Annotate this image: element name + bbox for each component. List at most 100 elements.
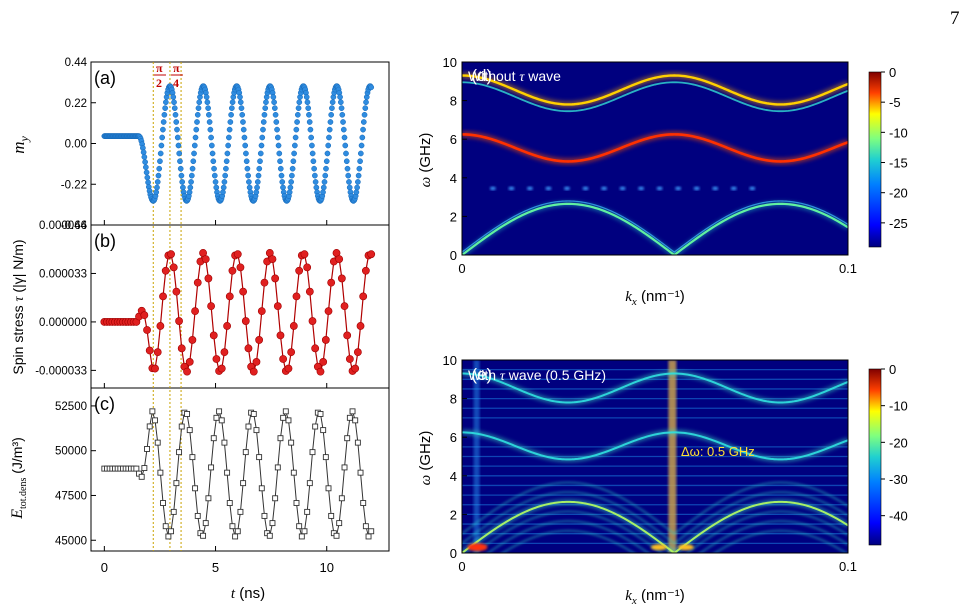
panel-c-point: [293, 500, 300, 506]
panel-a-point: [363, 99, 369, 106]
panel-e-hotspot: [467, 543, 488, 552]
panel-d-flat-dot: [508, 186, 515, 191]
panel-a-point: [320, 184, 327, 191]
panel-d-heatmap: [462, 72, 848, 255]
panel-a-point: [210, 158, 217, 165]
panel-c-point: [285, 417, 292, 424]
panel-d-flat-dot: [563, 186, 570, 191]
panel-d-flat-dot: [489, 186, 496, 191]
panel-b-ytick-label: -0.000033: [35, 365, 87, 377]
panel-a-point: [211, 172, 218, 179]
panel-b-point: [249, 367, 258, 376]
panel-a-point: [274, 126, 280, 133]
panel-e-hotspot: [677, 544, 694, 551]
panel-b-point: [183, 367, 191, 376]
panel-b-ytick-label: 0.000000: [39, 317, 87, 329]
panel-c-point: [221, 439, 228, 446]
panel-c-point: [186, 427, 193, 434]
phase-label-pi-2-num: π: [156, 61, 163, 75]
panel-b-point: [308, 317, 317, 325]
panel-d-band-acoustic: [462, 202, 848, 255]
panel-a-point: [174, 126, 180, 133]
panel-d-ytick-label: 6: [450, 132, 457, 147]
panel-b-point: [271, 274, 280, 283]
panel-c-point: [162, 523, 169, 530]
panel-a-point: [323, 165, 329, 172]
panel-a-point: [353, 189, 360, 196]
panel-a-point: [291, 150, 297, 157]
panel-b-point: [276, 331, 285, 340]
panel-a-point: [161, 111, 168, 118]
panel-a-point: [307, 126, 314, 133]
panel-a-point: [208, 134, 214, 141]
panel-e-ticks: 0 2 4 6 8 10 0 0.1: [443, 353, 858, 574]
panel-a-point: [256, 165, 263, 172]
panel-b-point: [185, 358, 194, 366]
panel-c-ylabel: Etot.dens (J/m³): [9, 437, 29, 520]
panel-b-point: [233, 250, 242, 259]
panel-a-point: [340, 119, 346, 125]
panel-a-point: [172, 111, 179, 118]
panel-b-point: [204, 274, 213, 283]
panel-c-point: [237, 508, 244, 515]
shared-x-ticks: 0 5 10: [101, 560, 334, 575]
panel-a-point: [358, 142, 365, 149]
panel-b-point: [335, 255, 344, 263]
panel-b-point: [321, 336, 330, 344]
panel-a-point: [154, 184, 160, 191]
panel-a-point: [320, 189, 326, 196]
panel-a-point: [237, 94, 243, 100]
panel-d-ylabel-unit: (GHz): [417, 133, 434, 177]
panel-b-point: [177, 344, 186, 353]
panel-a-point: [203, 94, 210, 100]
panel-e-colorbar: [868, 368, 882, 546]
panel-c-point: [144, 446, 150, 452]
panel-e-colorbar-label: -20: [889, 435, 908, 450]
panel-a-point: [158, 142, 165, 149]
panel-a-point: [340, 126, 347, 133]
panel-e-replica-band: [462, 481, 848, 535]
panel-c-point: [189, 454, 196, 461]
panel-a-point: [309, 150, 316, 157]
phase-label-pi-4-num: π: [173, 61, 180, 75]
panel-e-ylabel-symbol: ω: [418, 475, 434, 486]
left-x-axis-symbol: t: [231, 586, 236, 602]
panel-b-point: [201, 255, 210, 263]
panel-a-point: [346, 179, 352, 185]
panel-a-point: [286, 189, 293, 196]
panel-d-title-symbol: τ: [519, 70, 525, 85]
panel-b-point: [273, 302, 282, 311]
phase-label-pi-4-den: 4: [173, 76, 179, 90]
panel-c-point: [349, 408, 356, 415]
panel-b-point: [236, 263, 245, 272]
panel-a-point: [220, 184, 227, 191]
panel-a-point: [312, 179, 319, 185]
panel-c-y-ticks: 52500 50000 47500 45000: [55, 401, 328, 551]
panel-a-point: [277, 158, 283, 165]
panel-c-point: [224, 469, 231, 476]
panel-a-point: [192, 134, 199, 141]
panel-c-point: [325, 485, 332, 492]
panel-a-point: [155, 172, 162, 179]
panel-b-point: [175, 317, 183, 325]
panel-d-colorbar-label: -20: [889, 186, 908, 201]
panel-c-point: [157, 469, 164, 476]
panel-c-point: [178, 423, 185, 430]
panel-c-point: [282, 408, 289, 415]
panel-d-flat-dot: [749, 186, 756, 191]
panel-a-point: [329, 105, 335, 112]
panel-a-point: [171, 105, 178, 112]
panel-a-point: [229, 99, 236, 106]
panel-d-frame: [461, 61, 849, 256]
panel-a-point: [345, 172, 352, 179]
panel-c-point: [170, 508, 177, 515]
panel-c-point: [250, 411, 257, 417]
panel-a-point: [239, 111, 246, 118]
panel-a-point: [329, 99, 336, 106]
panel-b-point: [140, 311, 149, 320]
panel-c-point: [309, 449, 316, 456]
panel-c-point: [301, 528, 308, 535]
panel-e-ytick-label: 8: [450, 392, 457, 407]
panel-b-point: [292, 292, 301, 301]
